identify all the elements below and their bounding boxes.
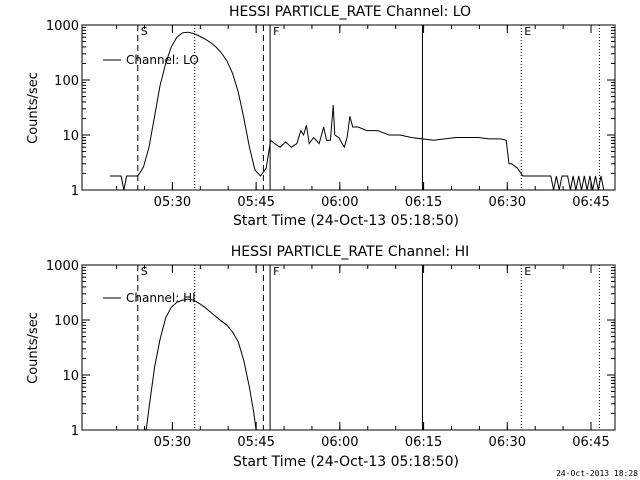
legend-label: Channel: HI <box>126 291 196 305</box>
x-tick-label: 05:45 <box>237 195 274 210</box>
x-tick-label: 06:00 <box>321 435 358 450</box>
axis-ticks: 05:30 05:45 06:00 06:15 06:30 06:45 1 10 100 1000 <box>46 259 615 450</box>
x-axis-label: Start Time (24-Oct-13 05:18:50) <box>233 454 459 470</box>
series-path <box>145 298 257 431</box>
y-tick-label: 100 <box>54 314 79 329</box>
series-line <box>145 298 257 431</box>
chart-title: HESSI PARTICLE_RATE Channel: LO <box>229 4 471 20</box>
y-tick-label: 1 <box>71 424 79 439</box>
y-tick-label: 1000 <box>46 259 79 274</box>
series-path <box>109 31 605 191</box>
x-tick-label: 06:45 <box>572 195 609 210</box>
legend: Channel: HI <box>103 291 196 305</box>
event-marker-label: S <box>141 265 148 278</box>
x-tick-label: 05:30 <box>154 195 191 210</box>
legend-label: Channel: LO <box>126 53 199 67</box>
y-axis-label: Counts/sec <box>26 312 41 384</box>
x-axis-label: Start Time (24-Oct-13 05:18:50) <box>233 213 459 229</box>
y-tick-label: 1000 <box>46 19 79 34</box>
x-tick-label: 06:45 <box>572 435 609 450</box>
series-line <box>109 31 605 191</box>
panel-hi: HESSI PARTICLE_RATE Channel: HI S F E 05:3… <box>26 244 616 470</box>
event-marker-label: F <box>273 25 279 38</box>
axes-frame <box>81 24 616 191</box>
event-marker-label: E <box>524 25 531 38</box>
x-tick-label: 05:30 <box>154 435 191 450</box>
legend: Channel: LO <box>103 53 199 67</box>
plot-frame <box>81 24 616 191</box>
chart-title: HESSI PARTICLE_RATE Channel: HI <box>231 244 469 260</box>
x-tick-label: 05:45 <box>237 435 274 450</box>
axes-frame <box>81 264 616 431</box>
x-tick-label: 06:00 <box>321 195 358 210</box>
footer-timestamp: 24-Oct-2013 18:28 <box>556 469 638 478</box>
x-tick-label: 06:15 <box>405 195 442 210</box>
plot-frame <box>81 264 616 431</box>
y-axis-label: Counts/sec <box>26 72 41 144</box>
event-marker-label: S <box>141 25 148 38</box>
event-marker-label: E <box>524 265 531 278</box>
x-tick-label: 06:30 <box>489 435 526 450</box>
event-marker-label: F <box>273 265 279 278</box>
y-tick-label: 1 <box>71 184 79 199</box>
axis-ticks: 05:30 05:45 06:00 06:15 06:30 06:45 1 10 100 1000 <box>46 19 615 210</box>
y-tick-label: 10 <box>62 369 79 384</box>
y-tick-label: 10 <box>62 129 79 144</box>
panel-lo: HESSI PARTICLE_RATE Channel: LO S F E 05:3… <box>26 4 616 229</box>
y-tick-label: 100 <box>54 74 79 89</box>
x-tick-label: 06:30 <box>489 195 526 210</box>
x-tick-label: 06:15 <box>405 435 442 450</box>
